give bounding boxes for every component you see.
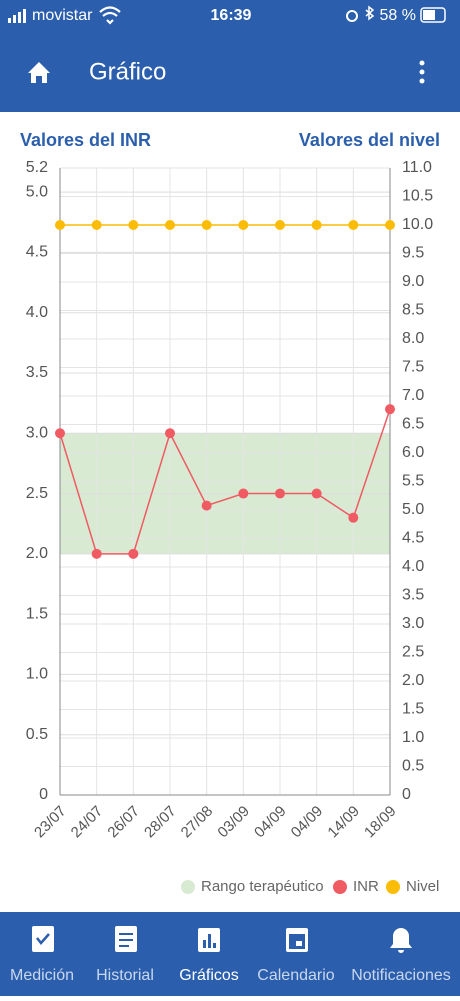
data-point: [201, 220, 212, 230]
x-tick-label: 04/09: [288, 803, 327, 842]
y2-tick-label: 2.0: [402, 672, 424, 689]
data-point: [311, 220, 322, 230]
y2-tick-label: 0.5: [402, 758, 424, 775]
x-tick-label: 14/09: [324, 803, 363, 842]
carrier: movistar: [32, 7, 93, 24]
app-bar: [0, 0, 460, 112]
y2-tick-label: 11.0: [402, 159, 432, 176]
x-tick-label: 18/09: [361, 803, 400, 842]
y2-tick-label: 5.5: [402, 473, 424, 490]
clock: 16:39: [211, 7, 252, 24]
y-tick-label: 2.5: [26, 485, 48, 502]
y2-tick-label: 6.5: [402, 416, 424, 433]
y2-tick-label: 10.0: [402, 216, 433, 233]
menu-button[interactable]: [419, 60, 425, 84]
x-tick-label: 04/09: [251, 803, 290, 842]
data-point: [55, 220, 65, 230]
y2-tick-label: 0: [402, 786, 411, 803]
data-point: [165, 220, 175, 230]
y2-axis-title: Valores del nivel: [299, 130, 440, 150]
battery-text: 58 %: [380, 7, 416, 24]
wifi-icon: [99, 6, 121, 25]
y2-tick-label: 7.0: [402, 387, 424, 404]
y-tick-label: 4.0: [26, 304, 48, 321]
legend-swatch: [333, 880, 347, 894]
y-tick-label: 3.5: [26, 364, 48, 381]
data-point: [348, 220, 359, 230]
y2-tick-label: 10.5: [402, 188, 433, 205]
y2-tick-label: 1.5: [402, 701, 424, 718]
data-point: [201, 500, 212, 511]
page-title: Gráfico: [89, 58, 166, 85]
data-point: [128, 220, 139, 230]
series-line: [59, 408, 391, 555]
data-point: [55, 428, 65, 439]
data-point: [128, 548, 139, 559]
x-tick-label: 26/07: [104, 803, 143, 842]
y2-tick-label: 2.5: [402, 644, 424, 661]
y-tick-label: 0: [39, 786, 48, 803]
tab-bar: [0, 912, 460, 996]
alarm-icon: [346, 10, 358, 22]
y-tick-label: 0.5: [26, 726, 48, 743]
legend-swatch: [386, 880, 400, 894]
y2-tick-label: 4.5: [402, 530, 424, 547]
signal-icon: [8, 9, 26, 23]
tab-label[interactable]: Historial: [96, 967, 154, 984]
y-tick-label: 1.0: [26, 666, 48, 683]
x-tick-label: 28/07: [141, 803, 180, 842]
x-tick-label: 03/09: [214, 803, 253, 842]
data-point: [238, 220, 249, 230]
y2-tick-label: 3.5: [402, 587, 424, 604]
y-axis-title: Valores del INR: [20, 130, 151, 150]
data-point: [91, 220, 102, 230]
data-point: [275, 488, 285, 499]
y2-tick-label: 9.5: [402, 245, 424, 262]
bluetooth-icon: [365, 5, 375, 21]
tab-label[interactable]: Calendario: [257, 967, 334, 984]
data-point: [311, 488, 322, 499]
y2-tick-label: 5.0: [402, 501, 424, 518]
data-point: [165, 428, 175, 439]
y-tick-label: 5.0: [26, 183, 48, 200]
legend-label: Rango terapéutico: [201, 878, 324, 895]
legend-swatch: [181, 880, 195, 894]
x-tick-label: 23/07: [31, 803, 70, 842]
y-tick-label: 1.5: [26, 605, 48, 622]
y2-tick-label: 8.0: [402, 330, 424, 347]
y-tick-label: 3.0: [26, 424, 48, 441]
y2-tick-label: 3.0: [402, 615, 424, 632]
y2-tick-label: 1.0: [402, 729, 424, 746]
tab-label[interactable]: Gráficos: [179, 967, 239, 984]
legend-label: INR: [353, 878, 379, 895]
data-point: [275, 220, 285, 230]
y2-tick-label: 6.0: [402, 444, 424, 461]
y-tick-label: 5.2: [26, 159, 48, 176]
y2-tick-label: 4.0: [402, 558, 424, 575]
y-tick-label: 2.0: [26, 545, 48, 562]
y-tick-label: 4.5: [26, 244, 48, 261]
tab-label[interactable]: Notificaciones: [351, 967, 451, 984]
legend-label: Nivel: [406, 878, 439, 895]
y2-tick-label: 9.0: [402, 273, 424, 290]
battery-level: [423, 10, 435, 20]
x-tick-label: 24/07: [68, 803, 107, 842]
battery-icon: [420, 7, 446, 23]
tab-label[interactable]: Medición: [10, 967, 74, 984]
home-button[interactable]: [28, 62, 50, 83]
y2-tick-label: 7.5: [402, 359, 424, 376]
data-point: [348, 512, 359, 523]
x-tick-label: 27/08: [178, 803, 217, 842]
data-point: [385, 404, 395, 415]
data-point: [238, 488, 249, 499]
data-point: [385, 220, 395, 230]
data-point: [91, 548, 102, 559]
y2-tick-label: 8.5: [402, 302, 424, 319]
